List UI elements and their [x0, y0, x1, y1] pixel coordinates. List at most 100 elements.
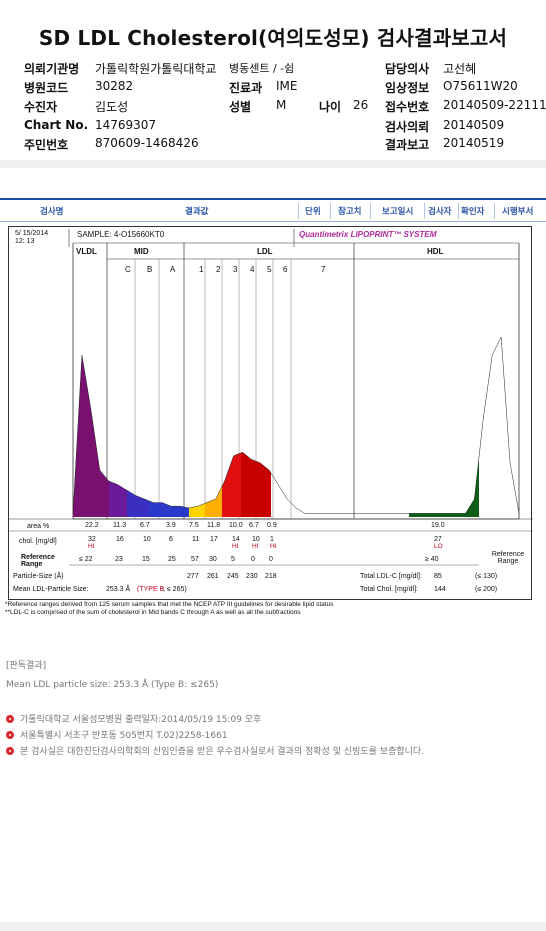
col-divider [458, 203, 459, 219]
section-ldl: LDL [257, 247, 273, 256]
chol-value: 14 [232, 536, 240, 543]
info-row: 임상정보 [385, 81, 430, 95]
area-value: 22.2 [85, 522, 99, 529]
info-value: 20140519 [443, 136, 505, 150]
ldl-band-3: 3 [233, 265, 238, 274]
chol-value: 16 [116, 536, 124, 543]
info-value: 20140509 [443, 118, 505, 132]
interpretation-text: Mean LDL particle size: 253.3 Å (Type B:… [6, 680, 219, 690]
curve-segment [409, 457, 479, 517]
info-row: 성별 [229, 100, 252, 114]
curve-segment [241, 452, 271, 517]
curve-segment [149, 500, 189, 517]
info-value: 고선혜 [443, 62, 477, 76]
curve-segment [222, 452, 241, 517]
area-value: 10.0 [229, 522, 243, 529]
ref-value: ≤ 22 [79, 556, 93, 563]
mid-band-A: A [170, 265, 176, 274]
chol-value: 10 [252, 536, 260, 543]
mid-band-C: C [125, 265, 131, 274]
area-value: 11.3 [113, 522, 127, 529]
flag-hi: HI [232, 543, 239, 550]
ref-value: 5 [231, 556, 235, 563]
chol-value: 6 [169, 536, 173, 543]
row-label-area: area % [27, 523, 50, 530]
info-value: 14769307 [95, 118, 157, 132]
flag-hi: HI [88, 543, 95, 550]
info-row: Chart No. [24, 118, 89, 132]
bottom-divider [0, 922, 546, 931]
section-hdl: HDL [427, 247, 444, 256]
ref-value: 25 [168, 556, 176, 563]
info-row: 의뢰기관명 [24, 62, 80, 76]
col-divider [298, 203, 299, 219]
chol-value: 27 [434, 536, 442, 543]
ldl-band-5: 5 [267, 265, 272, 274]
bullet-icon [6, 715, 14, 723]
ldl-band-2: 2 [216, 265, 221, 274]
col-report-date: 보고일시 [382, 207, 414, 217]
particle-size-value: 245 [227, 573, 239, 580]
area-value: 7.5 [189, 522, 199, 529]
col-divider [370, 203, 371, 219]
footnote-1: *Reference ranges derived from 125 serum… [5, 601, 334, 608]
report-date: 5/ 15/2014 [15, 230, 49, 237]
particle-size-value: 218 [265, 573, 277, 580]
info-row: 수진자 [24, 100, 58, 114]
total-ldl-label: Total LDL-C [mg/dl]: [360, 573, 422, 580]
curve-outline [72, 336, 520, 514]
particle-size-value: 277 [187, 573, 199, 580]
col-tester: 검사자 [428, 207, 452, 217]
info-row: 검사의뢰 [385, 120, 430, 134]
col-reference: 참고치 [338, 207, 362, 217]
info-ward: 병동센트 / -쉼 [229, 62, 295, 75]
info-row: 접수번호 [385, 100, 430, 114]
mean-size-type: (TYPE B [137, 586, 165, 593]
row-label-particle: Particle-Size (Å) [13, 573, 64, 580]
report-time: 12: 13 [15, 238, 35, 245]
footnote-2: **LDL-C is comprised of the sum of chole… [5, 609, 301, 616]
curve-segment [127, 490, 149, 517]
info-row: 주민번호 [24, 138, 69, 152]
area-value: 19.0 [431, 522, 445, 529]
area-value: 0.9 [267, 522, 277, 529]
results-table-header: 검사명 결과값 단위 참고치 보고일시 검사자 확인자 시행부서 [0, 198, 546, 222]
mid-band-B: B [147, 265, 153, 274]
ref-value: 23 [115, 556, 123, 563]
info-row: 나이 [319, 100, 342, 114]
col-result: 결과값 [185, 207, 209, 217]
total-chol-value: 144 [434, 586, 446, 593]
ldl-band-1: 1 [199, 265, 204, 274]
info-row: 결과보고 [385, 138, 430, 152]
chol-value: 32 [88, 536, 96, 543]
col-unit: 단위 [305, 207, 321, 217]
footer-line: 가톨릭대학교 서울성모병원 출력일자:2014/05/19 15:09 오후 [6, 712, 261, 725]
info-value: 가톨릭학원가톨릭대학교 [95, 62, 217, 76]
ldl-band-6: 6 [283, 265, 288, 274]
col-divider [424, 203, 425, 219]
chol-value: 17 [210, 536, 218, 543]
total-chol-ref: (≤ 200) [475, 586, 498, 593]
flag-hi: HI [270, 543, 277, 550]
chol-value: 1 [270, 536, 274, 543]
row-label-chol: chol. [mg/dl] [19, 538, 57, 545]
ldl-band-4: 4 [250, 265, 255, 274]
info-value: M [276, 98, 287, 112]
sample-id: SAMPLE: 4-O15660KT0 [77, 230, 165, 239]
info-row: 병원코드 [24, 81, 69, 95]
area-value: 6.7 [140, 522, 150, 529]
flag-hi: HI [252, 543, 259, 550]
curve-segment [109, 481, 127, 517]
ref-value: 0 [251, 556, 255, 563]
info-value: 김도성 [95, 100, 129, 114]
total-chol-label: Total Chol. [mg/dl]: [360, 586, 418, 593]
col-test-name: 검사명 [40, 207, 64, 217]
info-value: O75611W20 [443, 79, 518, 93]
total-ldl-ref: (≤ 130) [475, 573, 498, 580]
row-label-mean: Mean LDL-Particle Size: [13, 586, 89, 593]
ref-value: ≥ 40 [425, 556, 439, 563]
area-value: 3.9 [166, 522, 176, 529]
interpretation-heading: [판독결과] [6, 661, 47, 671]
chol-value: 11 [192, 536, 200, 543]
mean-size-ref: ; ≤ 265) [163, 586, 187, 593]
